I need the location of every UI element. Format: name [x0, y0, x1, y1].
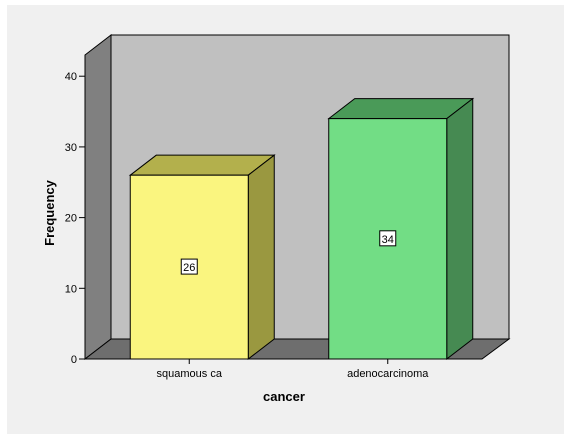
bar-side	[446, 97, 474, 361]
y-axis-title: Frequency	[42, 179, 57, 246]
bar-side	[247, 154, 275, 361]
bar-chart: 0 10 20 30 40 26 34 squamous ca adenocarcinoma…	[42, 33, 511, 404]
plot-left-wall	[84, 33, 112, 361]
y-tick-label: 40	[65, 71, 77, 83]
y-tick-label: 20	[65, 213, 77, 225]
y-tick-label: 0	[71, 354, 77, 366]
x-axis-title: cancer	[263, 389, 305, 404]
y-tick-label: 30	[65, 142, 77, 154]
x-tick-label: squamous ca	[157, 368, 223, 380]
x-tick-label: adenocarcinoma	[347, 368, 429, 380]
y-ticks: 0 10 20 30 40	[65, 71, 85, 366]
x-tick-labels: squamous ca adenocarcinoma	[157, 359, 429, 380]
data-label-box	[379, 230, 397, 247]
data-label: 34	[382, 234, 394, 246]
bar: 34	[327, 97, 475, 361]
data-label: 26	[183, 262, 195, 274]
y-tick-label: 10	[65, 283, 77, 295]
chart-figure: 0 10 20 30 40 26 34 squamous ca adenocarcinoma…	[7, 5, 564, 434]
bars: 26 34	[128, 97, 475, 361]
bar: 26	[128, 154, 276, 361]
data-label-box	[180, 258, 198, 275]
